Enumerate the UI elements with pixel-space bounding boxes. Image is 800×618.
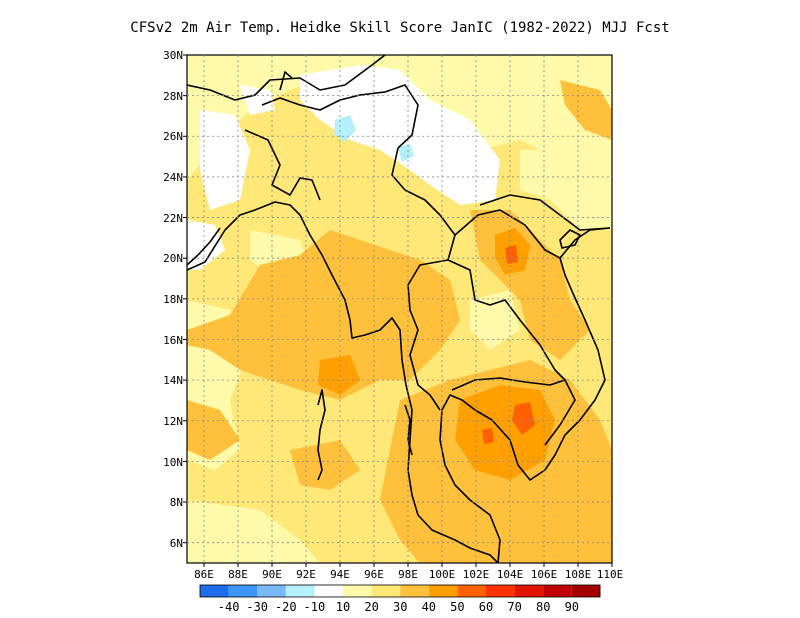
colorbar-swatch <box>514 585 544 597</box>
border-assam <box>261 84 419 149</box>
coastline-west-bay <box>187 227 221 266</box>
colorbar-swatch <box>285 585 315 597</box>
border-cambodia <box>451 377 576 446</box>
border-northern <box>187 55 386 101</box>
colorbar-label: 20 <box>364 600 378 614</box>
colorbar-swatch <box>200 585 229 597</box>
colorbar-label: 30 <box>393 600 407 614</box>
colorbar-swatch <box>543 585 572 597</box>
colorbar-label: 80 <box>536 600 550 614</box>
coastline-andaman-island-1 <box>317 389 326 481</box>
lon-labels: 86E 88E 90E 92E 94E 96E 98E 100E 102E 10… <box>194 568 623 581</box>
map-title: CFSv2 2m Air Temp. Heidke Skill Score Ja… <box>130 20 670 36</box>
field-region-red-spot-3 <box>482 428 494 444</box>
colorbar-label: -10 <box>304 600 326 614</box>
lat-label: 14N <box>163 374 183 387</box>
lon-label: 98E <box>398 568 418 581</box>
lat-label: 6N <box>170 537 183 550</box>
skill-score-field <box>187 55 612 563</box>
field-region-cyan-spot-2 <box>398 143 414 162</box>
field-region-orange-mid <box>187 400 240 460</box>
field-region-white-northeast <box>300 65 500 205</box>
coastline-gulf-of-thailand <box>439 227 611 563</box>
coastline-bay-of-bengal <box>187 201 499 563</box>
lat-label: 12N <box>163 415 183 428</box>
lon-label: 90E <box>262 568 282 581</box>
colorbar-label: 90 <box>565 600 579 614</box>
colorbar-swatch <box>314 585 343 597</box>
field-region-light-south <box>187 500 320 563</box>
border-vietnam-north <box>479 194 611 231</box>
colorbar-label: 70 <box>507 600 521 614</box>
lat-label: 18N <box>163 293 183 306</box>
lat-label: 22N <box>163 212 183 225</box>
field-region-red-spot-1 <box>512 402 535 435</box>
lon-label: 86E <box>194 568 214 581</box>
colorbar-swatch <box>343 585 372 597</box>
border-thailand-laos <box>447 259 566 381</box>
lon-label: 100E <box>429 568 456 581</box>
lat-labels: 30N 28N 26N 24N 22N 20N 18N 16N 14N 12N … <box>163 49 183 550</box>
lat-label: 16N <box>163 334 183 347</box>
field-region-orange-west <box>187 230 460 400</box>
colorbar-swatch <box>571 585 601 597</box>
field-region-red-spot-2 <box>505 245 518 264</box>
lon-label: 88E <box>228 568 248 581</box>
colorbar: -40 -30 -20 -10 10 20 30 40 50 60 70 80 … <box>199 584 601 614</box>
colorbar-swatch <box>400 585 429 597</box>
field-region-white-west <box>200 110 250 210</box>
colorbar-label: 50 <box>450 600 464 614</box>
colorbar-swatch <box>428 585 458 597</box>
coastline-hainan <box>559 229 581 249</box>
colorbar-frame <box>199 584 601 598</box>
colorbar-swatch <box>257 585 286 597</box>
lon-label: 94E <box>330 568 350 581</box>
lat-label: 30N <box>163 49 183 62</box>
coastline-andaman-island-2 <box>404 404 413 456</box>
field-region-light-laos <box>470 290 520 350</box>
colorbar-label: -20 <box>275 600 297 614</box>
lon-label: 96E <box>364 568 384 581</box>
field-region-deep-orange-west <box>318 355 360 395</box>
field-region-white-cape <box>240 85 275 115</box>
border-bhutan <box>279 71 293 91</box>
gridlines <box>187 55 612 563</box>
border-myanmar-east <box>391 147 456 411</box>
field-region-cyan-spot-1 <box>334 115 356 142</box>
colorbar-label: 60 <box>479 600 493 614</box>
lon-label: 106E <box>531 568 558 581</box>
lon-label: 110E <box>597 568 624 581</box>
field-region-orange-north <box>560 80 612 140</box>
colorbar-label: 10 <box>336 600 350 614</box>
map-frame <box>186 54 613 564</box>
lon-label: 92E <box>296 568 316 581</box>
field-region-light-east <box>520 150 612 230</box>
field-region-light-north <box>187 55 612 180</box>
lon-label: 104E <box>497 568 524 581</box>
lat-label: 20N <box>163 252 183 265</box>
axis-ticks <box>183 54 613 567</box>
lat-label: 26N <box>163 130 183 143</box>
colorbar-label: -40 <box>218 600 240 614</box>
colorbar-swatch <box>457 585 486 597</box>
lat-label: 24N <box>163 171 183 184</box>
colorbar-label: 40 <box>422 600 436 614</box>
colorbar-swatch <box>228 585 258 597</box>
field-region-orange-gulf <box>290 440 360 490</box>
colorbar-swatch <box>371 585 401 597</box>
field-region-white-coast <box>187 220 225 270</box>
lat-label: 10N <box>163 456 183 469</box>
colorbar-swatch <box>486 585 515 597</box>
map-coastlines-borders <box>187 55 611 563</box>
lat-label: 8N <box>170 496 183 509</box>
lon-label: 102E <box>463 568 490 581</box>
lat-label: 28N <box>163 90 183 103</box>
lon-label: 108E <box>565 568 592 581</box>
colorbar-label: -30 <box>246 600 268 614</box>
border-bangladesh <box>244 129 321 201</box>
